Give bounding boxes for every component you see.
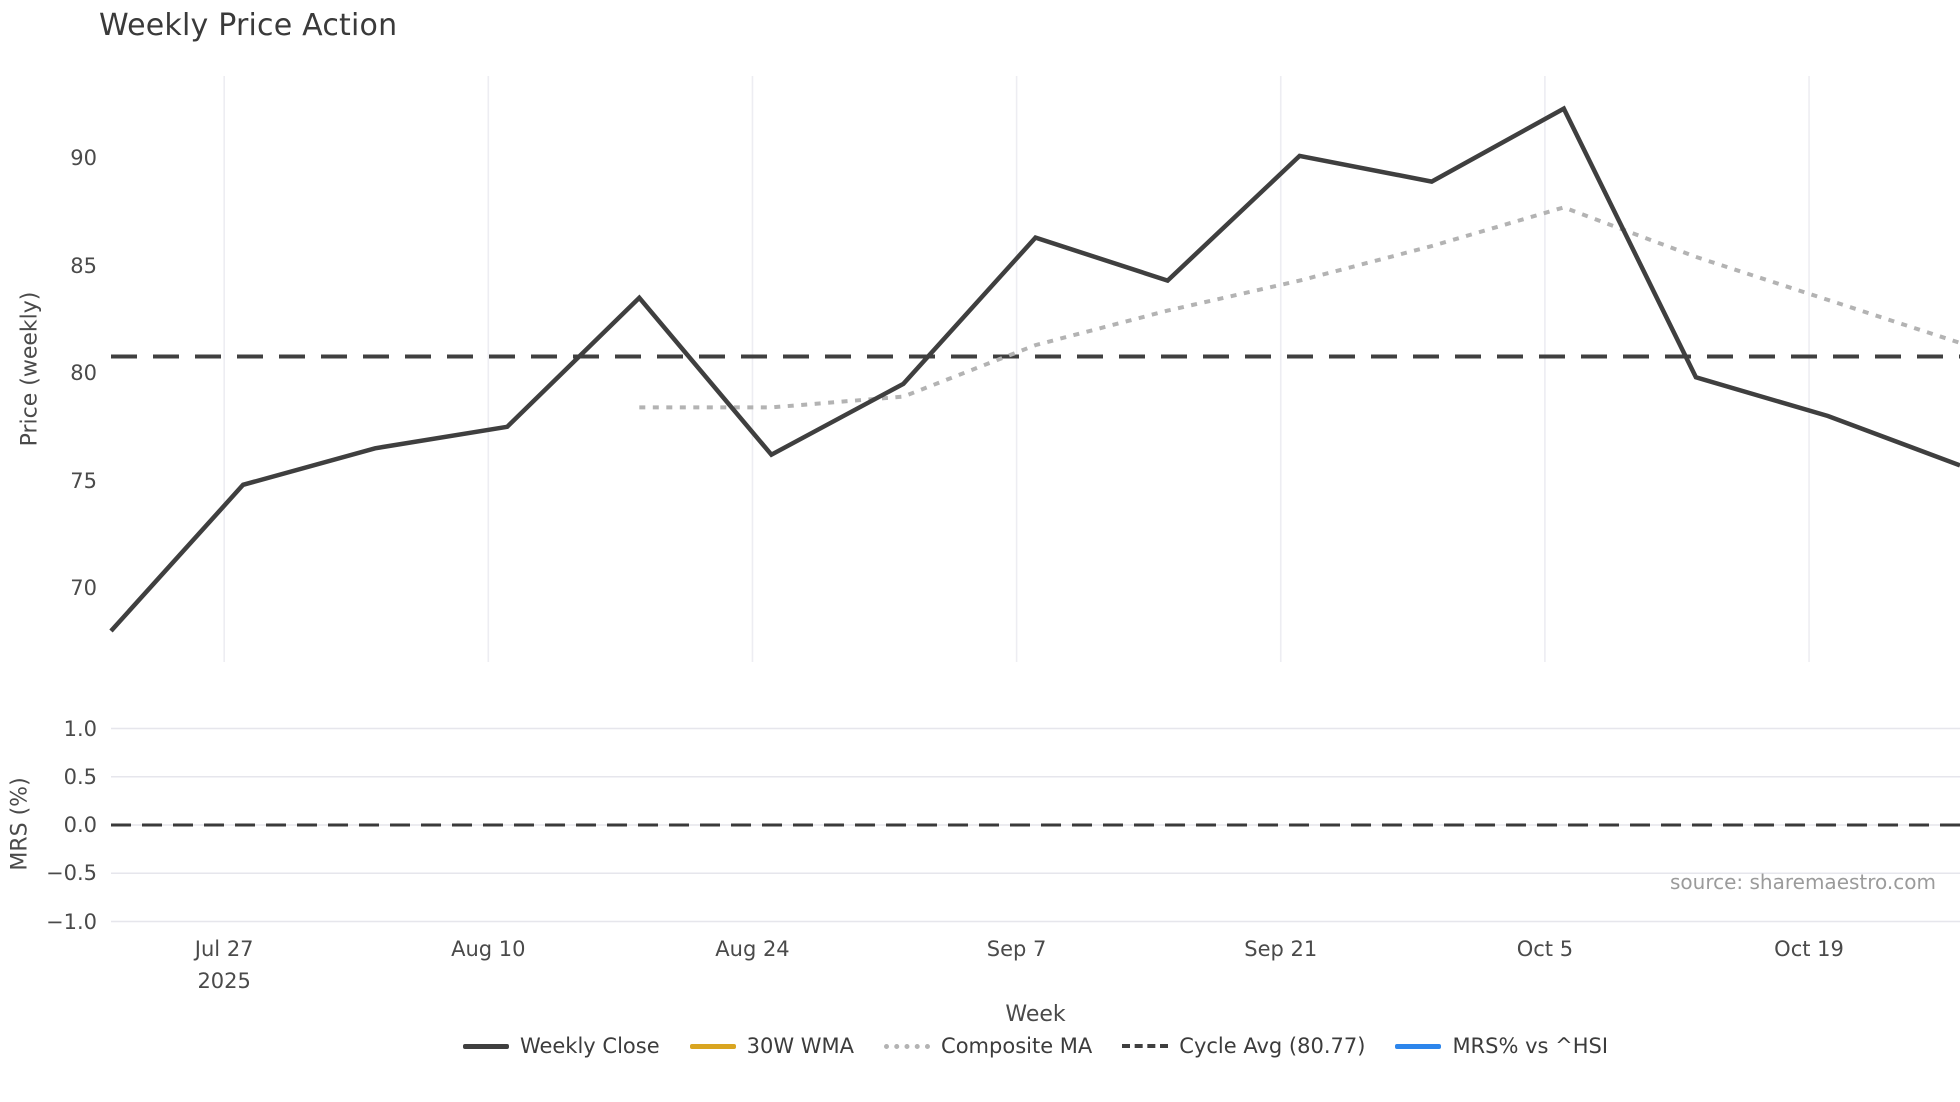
solid-line-swatch-icon <box>1395 1043 1442 1049</box>
x-tick-label: Aug 24 <box>715 937 790 961</box>
legend-label: 30W WMA <box>746 1034 855 1058</box>
composite-ma-line <box>639 205 1960 410</box>
legend-item-composite-ma[interactable]: Composite MA <box>884 1034 1092 1058</box>
legend: Weekly Close 30W WMA Composite MA Cycle Avg… <box>111 1034 1960 1058</box>
mrs-y-tick-label: 1.0 <box>63 716 97 741</box>
solid-line-swatch-icon <box>462 1043 509 1049</box>
legend-label: Weekly Close <box>519 1034 660 1058</box>
price-y-tick-label: 85 <box>70 253 97 278</box>
dashed-line-swatch-icon <box>1122 1044 1169 1048</box>
x-tick-label: Oct 5 <box>1516 937 1574 961</box>
mrs-y-tick-label: −1.0 <box>46 909 97 934</box>
x-tick-year: 2025 <box>197 969 251 993</box>
legend-label: Cycle Avg (80.77) <box>1179 1034 1366 1058</box>
price-y-tick-label: 90 <box>70 146 97 170</box>
chart-title: Weekly Price Action <box>99 8 398 43</box>
mrs-y-tick-label: 0.5 <box>63 764 97 789</box>
legend-item-mrs-vs-hsi[interactable]: MRS% vs ^HSI <box>1395 1034 1608 1058</box>
legend-item-30w-wma[interactable]: 30W WMA <box>689 1034 855 1058</box>
mrs-y-tick-label: −0.5 <box>46 861 97 886</box>
x-axis-title: Week <box>1005 1002 1066 1027</box>
legend-item-cycle-avg-80-77[interactable]: Cycle Avg (80.77) <box>1122 1034 1365 1058</box>
dotted-line-swatch-icon <box>884 1043 931 1049</box>
legend-item-weekly-close[interactable]: Weekly Close <box>462 1034 660 1058</box>
x-tick-label: Aug 10 <box>451 937 526 961</box>
legend-label: Composite MA <box>941 1034 1093 1058</box>
mrs-y-tick-label: 0.0 <box>63 813 97 837</box>
price-axis-title: Price (weekly) <box>17 291 43 447</box>
weekly-close-line <box>109 105 1960 633</box>
price-y-tick-label: 70 <box>70 576 97 600</box>
mrs-axis-title: MRS (%) <box>7 777 33 871</box>
x-tick-label: Oct 19 <box>1774 937 1844 961</box>
solid-line-swatch-icon <box>689 1043 736 1049</box>
x-tick-label: Sep 21 <box>1244 937 1318 961</box>
price-y-tick-label: 75 <box>70 468 97 493</box>
source-note: source: sharemaestro.com <box>1670 870 1936 894</box>
price-y-tick-label: 80 <box>70 361 97 385</box>
x-tick-label: Sep 7 <box>986 937 1047 961</box>
legend-label: MRS% vs ^HSI <box>1452 1034 1609 1058</box>
x-tick-label: Jul 27 2025 <box>194 937 254 993</box>
